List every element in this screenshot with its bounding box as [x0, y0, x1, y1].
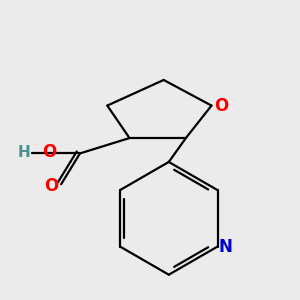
Text: O: O [44, 177, 58, 195]
Text: O: O [214, 97, 228, 115]
Text: N: N [219, 238, 233, 256]
Text: H: H [18, 145, 30, 160]
Text: O: O [43, 143, 57, 161]
